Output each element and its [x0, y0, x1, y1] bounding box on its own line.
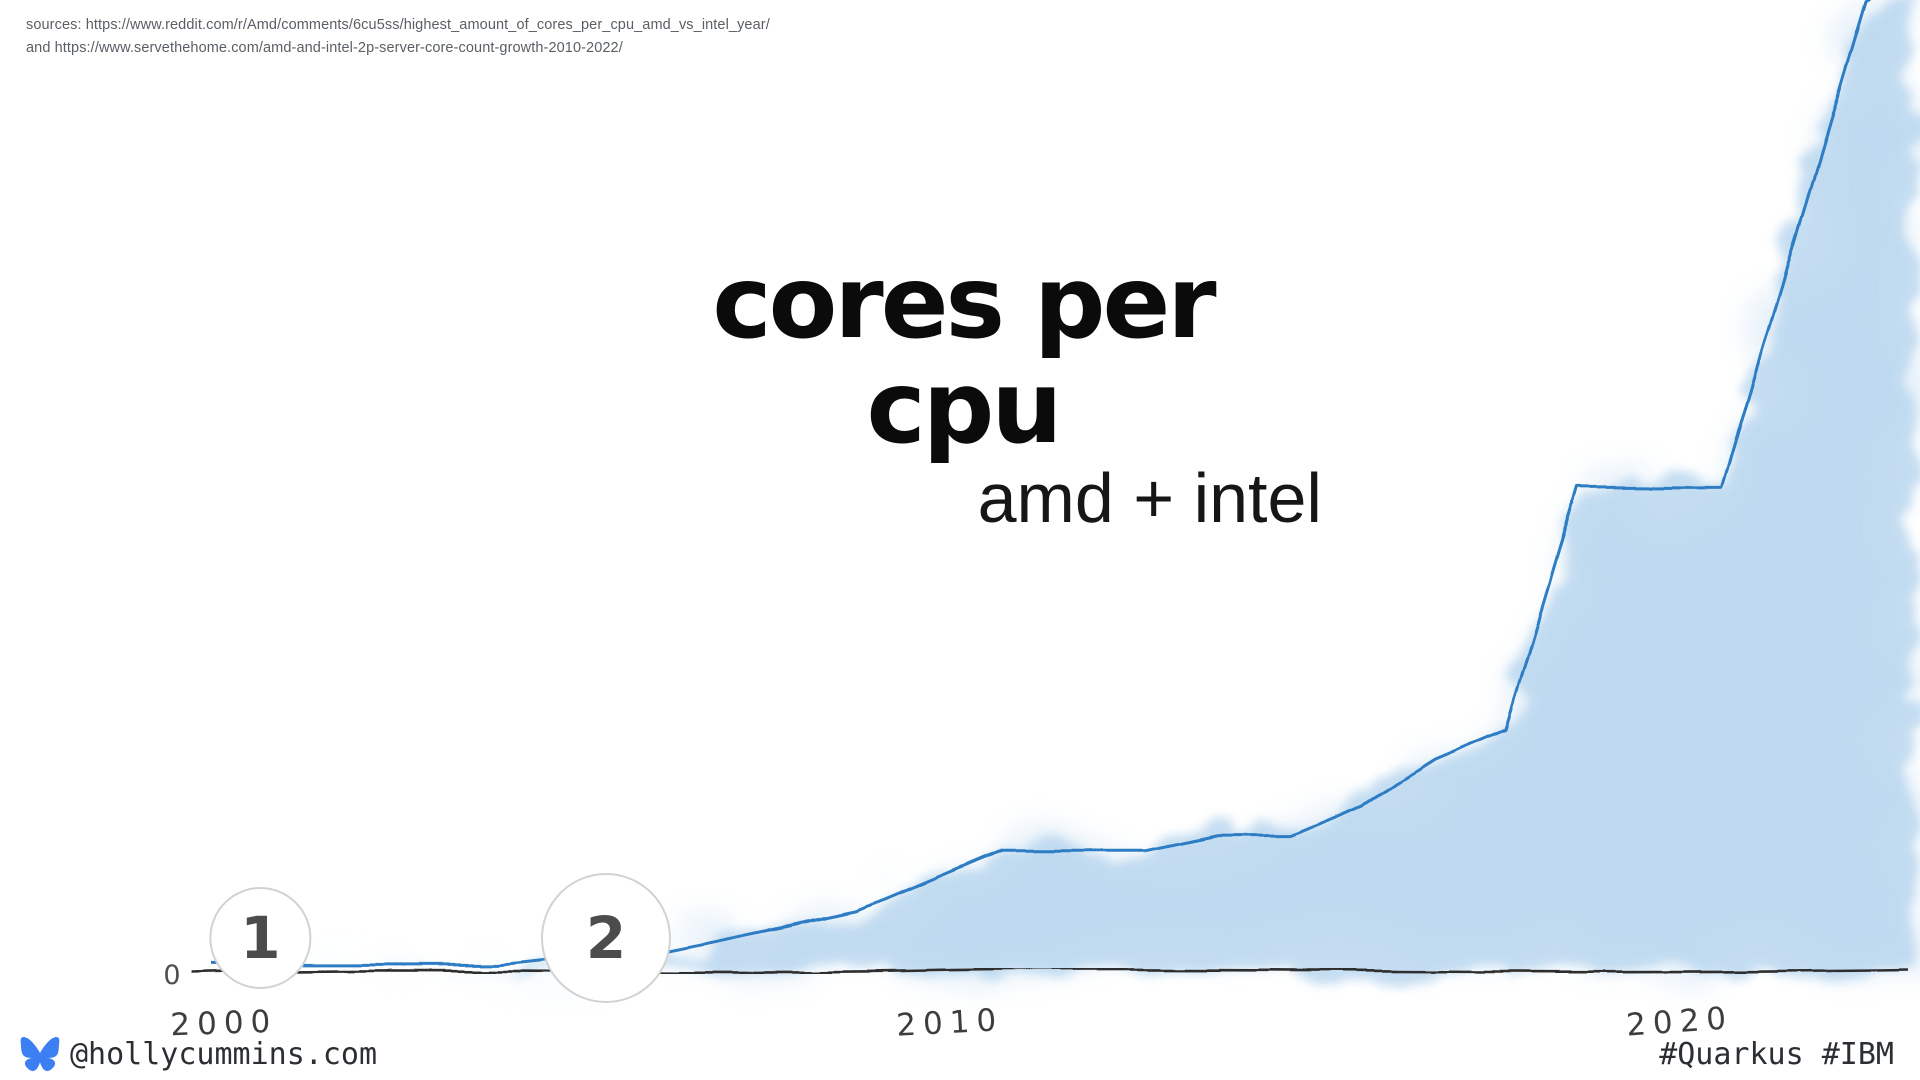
- annotation-circle-2: [541, 873, 671, 1003]
- sources-note: sources: https://www.reddit.com/r/Amd/co…: [26, 14, 770, 60]
- sources-line-2: and https://www.servethehome.com/amd-and…: [26, 40, 623, 57]
- x-tick-label-2010: 2010: [895, 1002, 1004, 1044]
- title-block: cores per cpu amd + intel: [600, 250, 1326, 536]
- annotation-number-1: 1: [240, 904, 280, 972]
- x-tick-label-2000: 2000: [170, 1004, 278, 1044]
- annotation-circle-1: [209, 887, 312, 989]
- annotation-1: 1: [209, 887, 312, 989]
- footer-handle: @hollycummins.com: [70, 1036, 378, 1072]
- area-fill: [210, 0, 1914, 972]
- bluesky-butterfly-icon: [20, 1036, 60, 1072]
- annotation-number-2: 2: [586, 904, 626, 972]
- x-axis: [189, 967, 1909, 975]
- data-line: [210, 0, 1871, 966]
- y-origin-label: 0: [163, 960, 180, 991]
- chart-subtitle: amd + intel: [977, 459, 1322, 537]
- chart-title: cores per cpu: [712, 244, 1216, 466]
- sources-line-1: sources: https://www.reddit.com/r/Amd/co…: [26, 17, 770, 33]
- annotation-2: 2: [541, 873, 671, 1003]
- x-tick-label-2020: 2020: [1625, 1000, 1734, 1043]
- footer-left: @hollycummins.com: [20, 1036, 377, 1072]
- footer-hashtags: #Quarkus #IBM: [1659, 1037, 1894, 1072]
